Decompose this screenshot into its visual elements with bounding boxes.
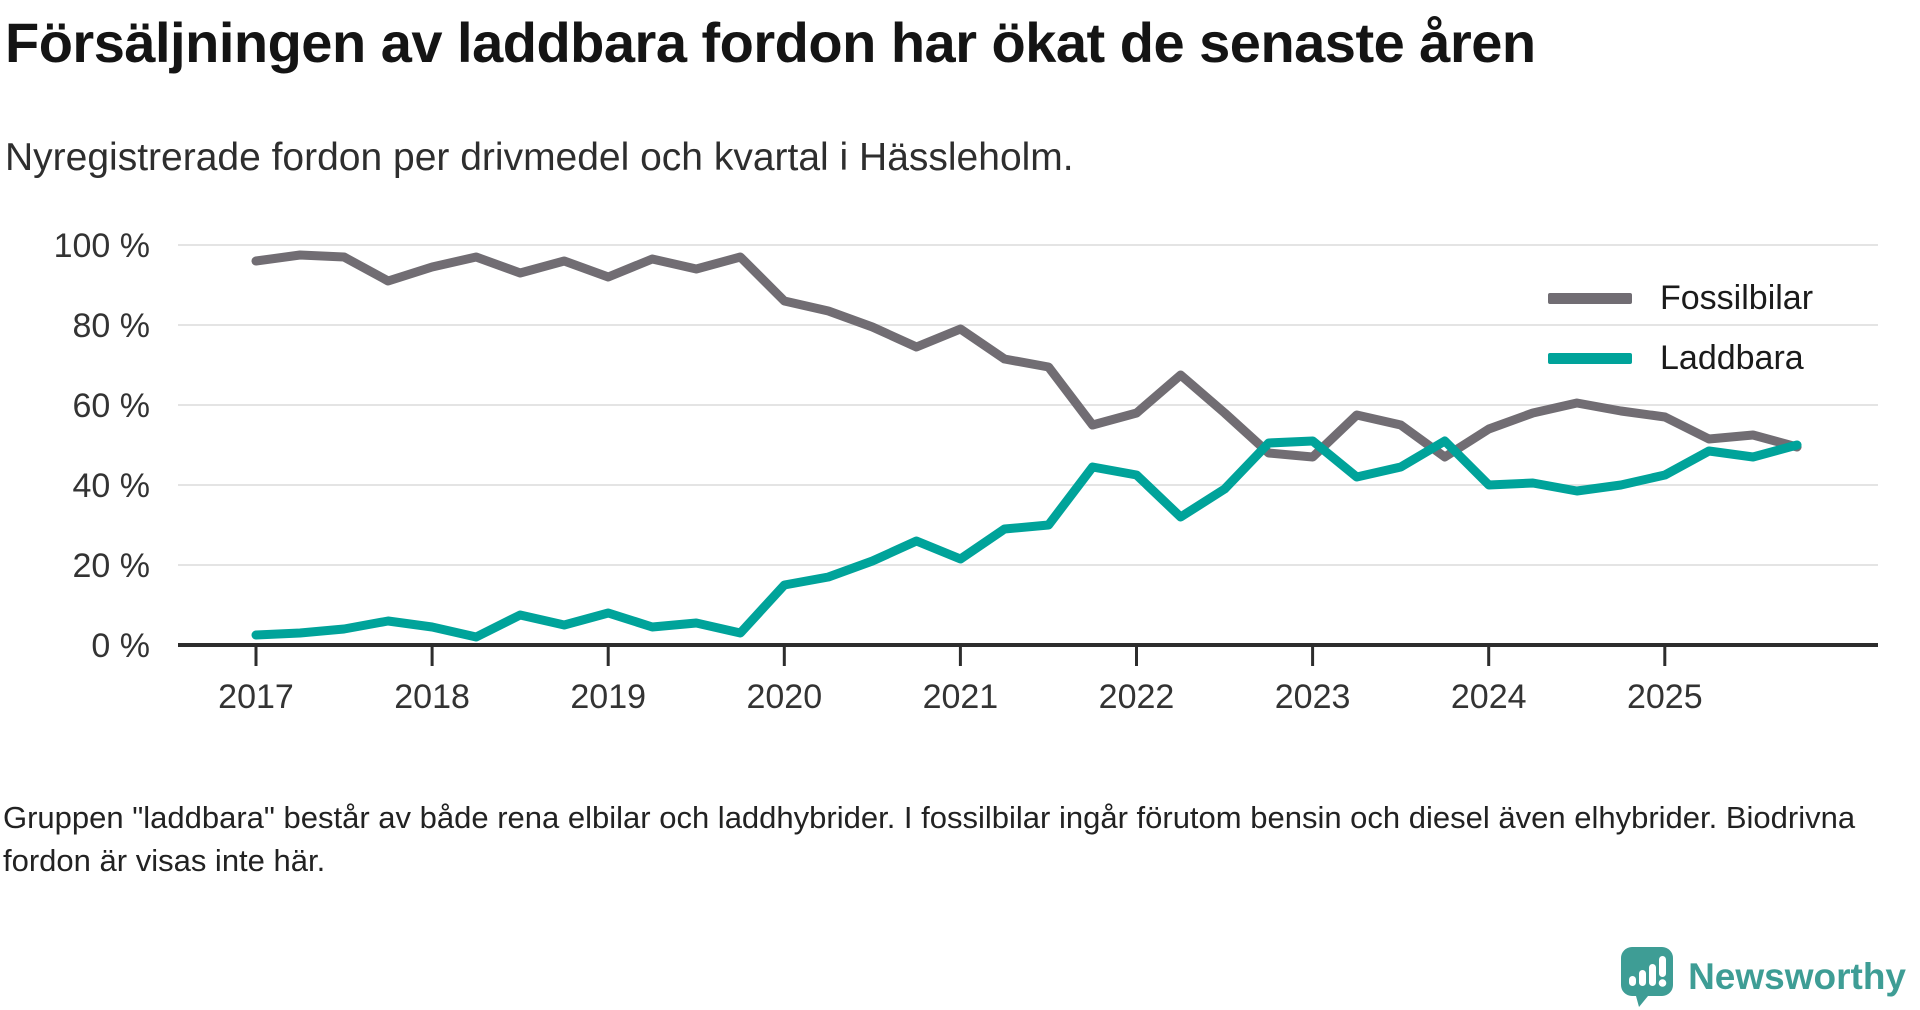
chart-footnote: Gruppen "laddbara" består av både rena e…: [3, 800, 1856, 878]
y-tick-label-0%: 0 %: [91, 627, 150, 665]
legend-label-laddbara: Laddbara: [1660, 338, 1804, 377]
x-tick-label-2021: 2021: [923, 678, 999, 716]
x-tick-label-2024: 2024: [1451, 678, 1527, 716]
y-tick-label-100%: 100 %: [54, 227, 150, 265]
y-tick-label-20%: 20 %: [73, 547, 151, 585]
x-tick-label-2017: 2017: [218, 678, 294, 716]
page-title: Försäljningen av laddbara fordon har öka…: [5, 11, 1536, 74]
chart-legend: Fossilbilar Laddbara: [1548, 276, 1813, 380]
y-tick-label-80%: 80 %: [73, 307, 151, 345]
series-line-laddbara: [251, 436, 1802, 642]
series-line-fossilbilar: [251, 250, 1802, 462]
newsworthy-logo: Newsworthy: [1620, 946, 1906, 1008]
x-tick-label-2019: 2019: [570, 678, 646, 716]
legend-label-fossilbilar: Fossilbilar: [1660, 278, 1814, 317]
fossilbilar-line-swatch: [1548, 292, 1632, 304]
laddbara-line-swatch: [1548, 352, 1632, 364]
x-tick-label-2022: 2022: [1099, 678, 1175, 716]
y-tick-label-40%: 40 %: [73, 467, 151, 505]
legend-item-fossilbilar: Fossilbilar: [1548, 276, 1813, 320]
newsworthy-logo-text: Newsworthy: [1688, 956, 1906, 997]
x-tick-label-2025: 2025: [1627, 678, 1703, 716]
legend-item-laddbara: Laddbara: [1548, 336, 1813, 380]
y-tick-label-60%: 60 %: [73, 387, 151, 425]
chart-subtitle: Nyregistrerade fordon per drivmedel och …: [5, 136, 1074, 179]
line-chart: 2017 2018 2019 2020 2021 2022 2023 2024 2025 0 % 2…: [54, 227, 1878, 716]
x-tick-label-2023: 2023: [1275, 678, 1351, 716]
x-tick-label-2020: 2020: [746, 678, 822, 716]
x-tick-label-2018: 2018: [394, 678, 470, 716]
newsworthy-bubble-icon: [1621, 947, 1674, 1007]
